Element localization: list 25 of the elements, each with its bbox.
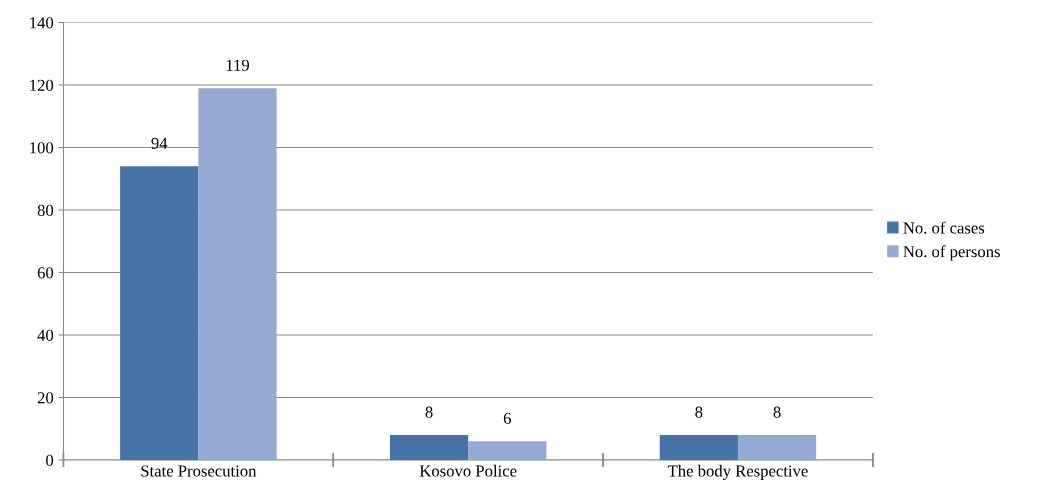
data-label: 119 xyxy=(226,59,249,71)
y-tick-label: 100 xyxy=(30,142,54,154)
data-label: 8 xyxy=(773,406,781,418)
bar xyxy=(468,441,547,460)
y-tick-label: 140 xyxy=(30,17,54,29)
y-tick-label: 80 xyxy=(37,204,54,216)
bar xyxy=(120,166,199,460)
data-label: 94 xyxy=(151,137,168,149)
x-tick-label: Kosovo Police xyxy=(419,464,517,477)
legend-label: No. of cases xyxy=(903,221,985,234)
bar xyxy=(659,435,738,460)
y-tick-label: 0 xyxy=(46,454,54,466)
y-tick-label: 60 xyxy=(37,267,54,279)
data-label: 6 xyxy=(503,412,511,424)
x-tick-label: State Prosecution xyxy=(141,465,257,477)
data-label: 8 xyxy=(695,406,703,418)
bar xyxy=(389,435,469,460)
y-tick-label: 120 xyxy=(30,79,54,91)
bar xyxy=(737,435,817,460)
x-tick-label: The body Respective xyxy=(667,464,808,481)
legend-label: No. of persons xyxy=(903,245,1000,261)
y-tick-label: 40 xyxy=(37,329,54,341)
data-label: 8 xyxy=(425,406,433,418)
bar xyxy=(198,88,277,460)
y-tick-label: 20 xyxy=(37,392,54,404)
